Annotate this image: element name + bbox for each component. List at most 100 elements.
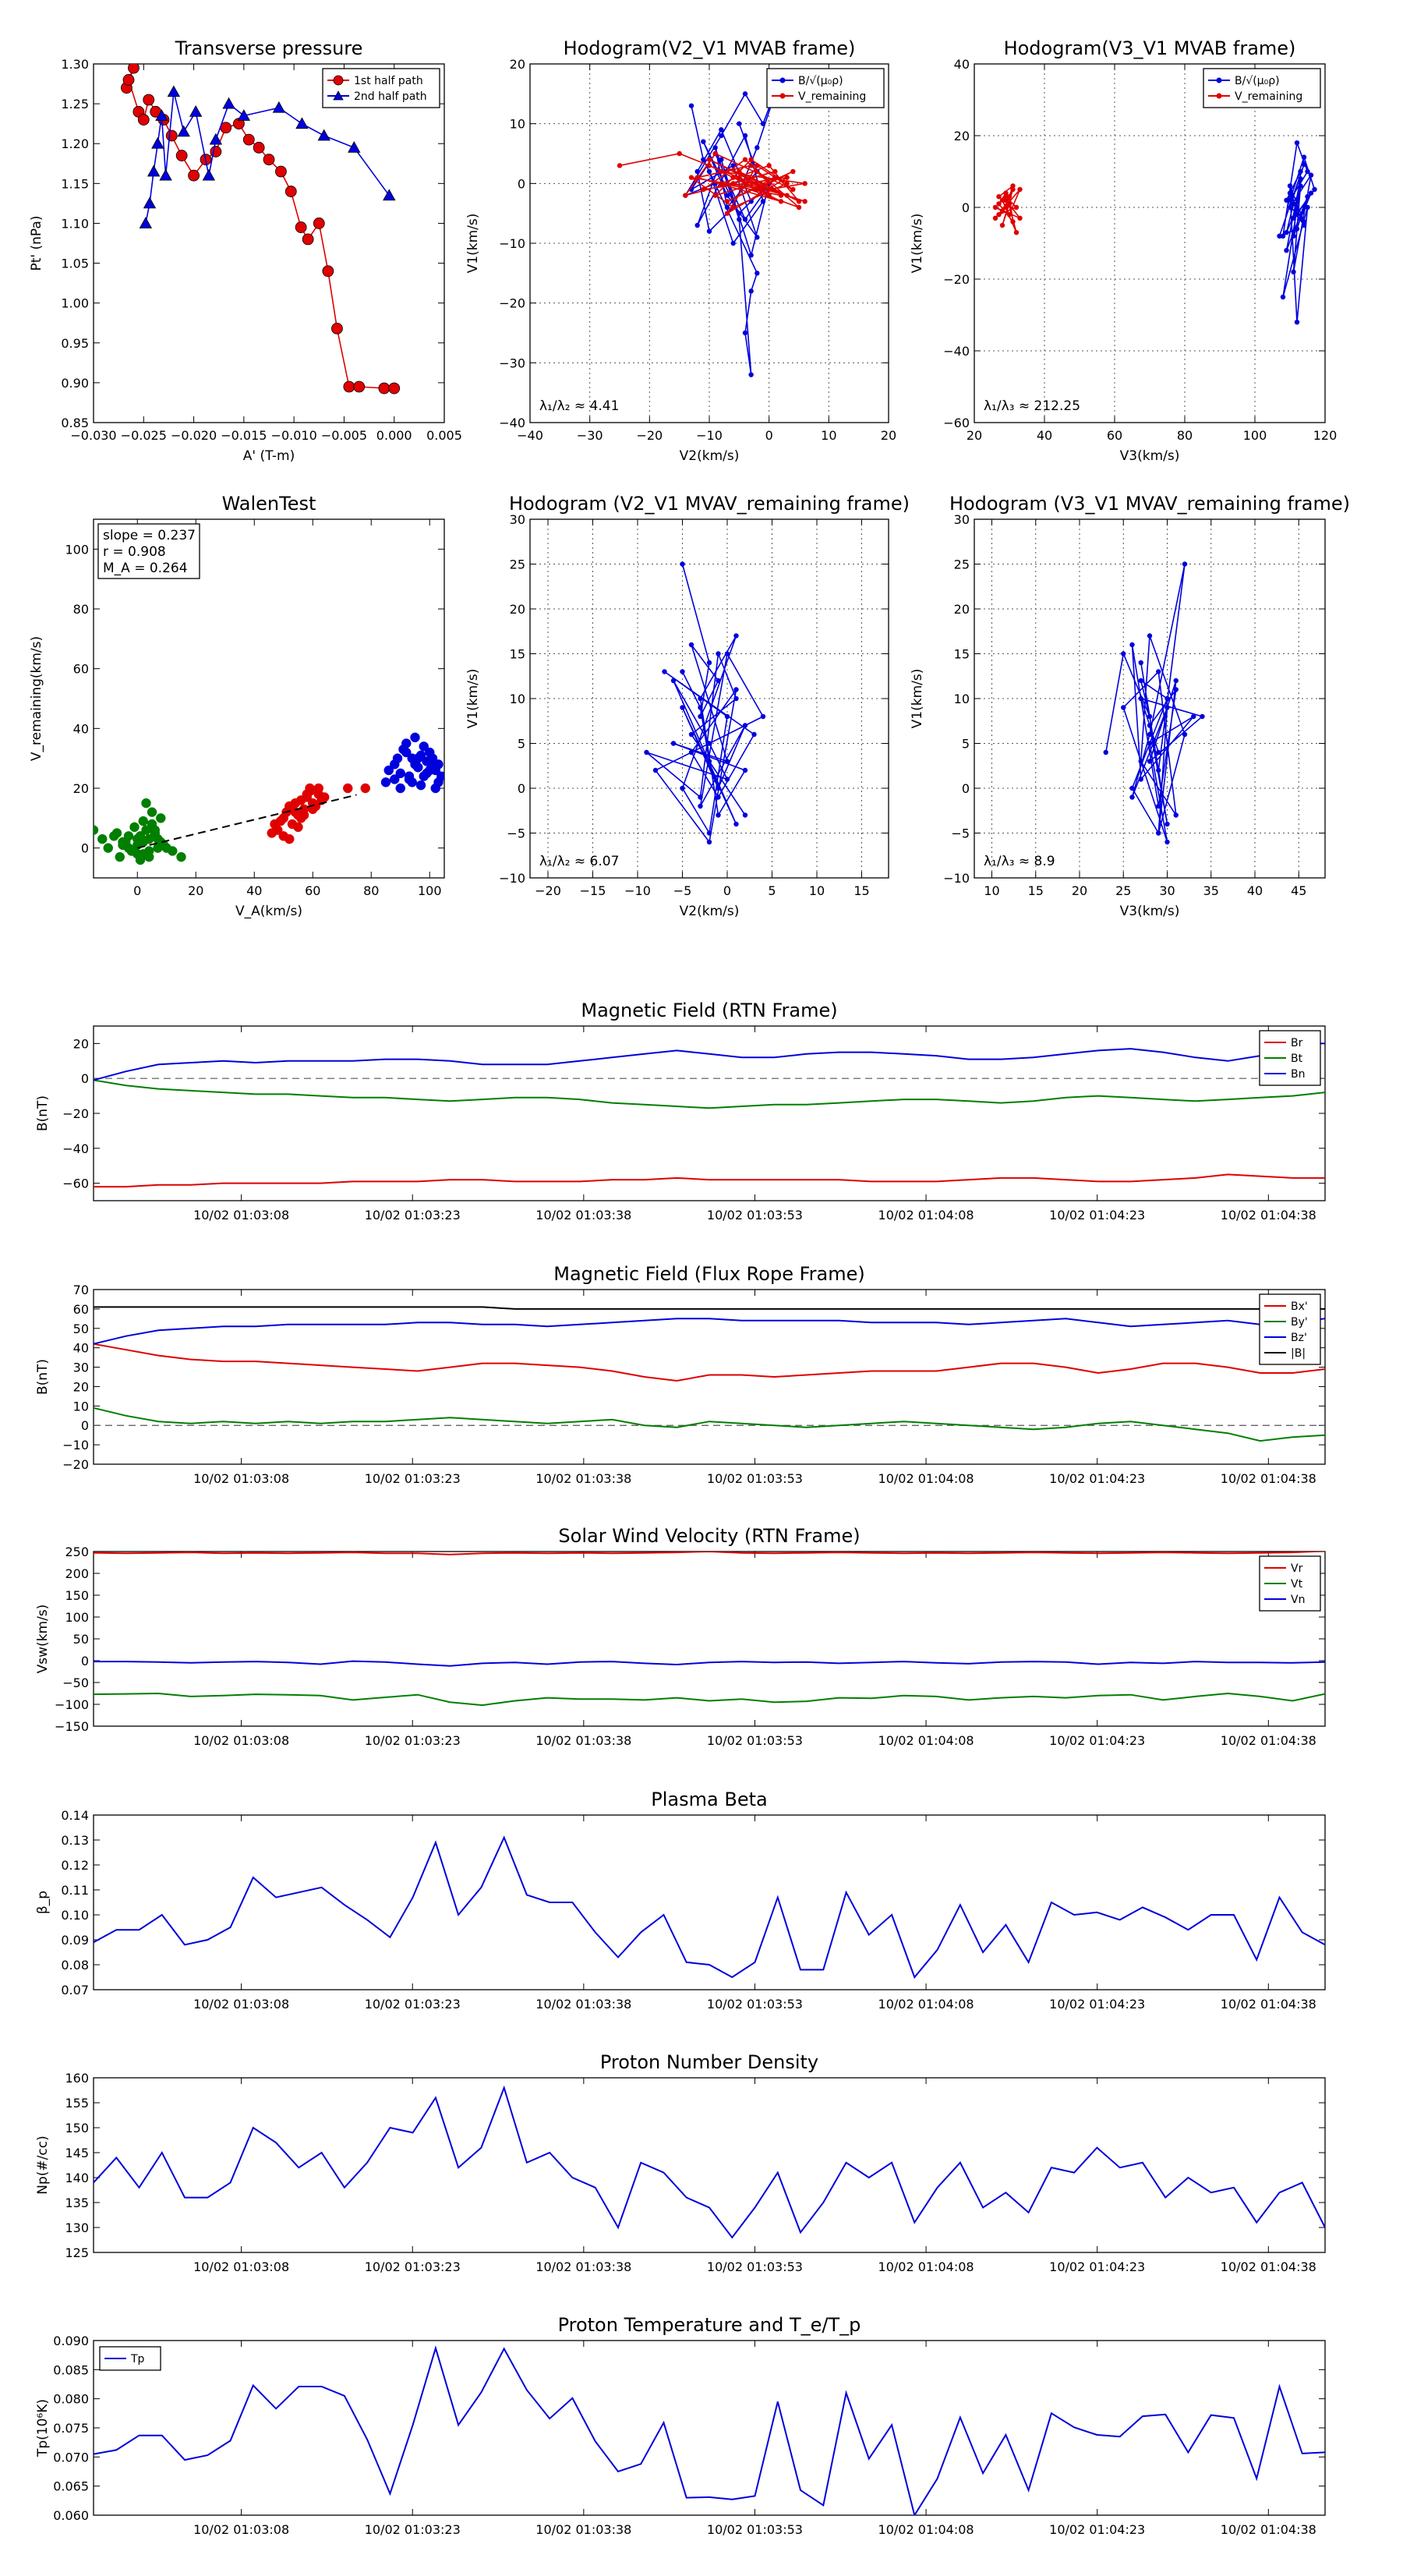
y-tick-label: −60 — [943, 416, 970, 430]
data-point — [1200, 713, 1205, 720]
data-point — [784, 193, 790, 198]
h4-title: Hodogram (V3_V1 MVAV_remaining frame) — [949, 493, 1350, 515]
x-tick-label: 20 — [188, 883, 203, 898]
data-point — [778, 193, 784, 198]
data-point — [305, 783, 315, 794]
data-point — [1129, 785, 1135, 791]
walen-xlabel: V_A(km/s) — [235, 904, 302, 919]
data-point — [730, 240, 736, 246]
x-tick-label: 10 — [984, 883, 999, 898]
h4-ylabel: V1(km/s) — [910, 669, 925, 729]
legend-label: By' — [1291, 1316, 1308, 1329]
y-tick-label: 1.20 — [61, 136, 89, 151]
data-point — [343, 783, 353, 794]
data-point — [680, 705, 685, 710]
y-tick-label: −10 — [499, 236, 525, 251]
data-point — [724, 204, 730, 211]
data-point — [1301, 161, 1307, 167]
y-tick-label: 0 — [962, 200, 970, 215]
data-point — [1301, 154, 1307, 160]
h2-frame — [974, 63, 1326, 423]
data-point — [701, 139, 706, 144]
data-point — [419, 771, 429, 781]
np-panel: Proton Number Density 125 130 135 140 145 150 1… — [35, 2051, 1326, 2274]
y-tick-label: 0.090 — [53, 2334, 89, 2348]
h1-annotation: λ₁/λ₂ ≈ 4.41 — [539, 398, 619, 414]
data-point — [1301, 219, 1307, 225]
data-point — [755, 271, 760, 276]
x-tick-label: −5 — [673, 883, 692, 898]
x-tick-label: 10/02 01:03:23 — [365, 1208, 461, 1223]
data-point — [698, 705, 703, 710]
y-tick-label: 80 — [73, 602, 89, 617]
data-point — [1312, 186, 1317, 193]
data-point — [772, 175, 778, 180]
x-tick-label: 10/02 01:03:23 — [365, 1997, 461, 2012]
mag_rtn-series-0 — [94, 1173, 1325, 1188]
data-point — [322, 265, 334, 278]
data-point — [716, 812, 721, 818]
data-point — [1010, 183, 1016, 189]
data-point — [996, 212, 1002, 218]
data-point — [1129, 642, 1135, 648]
y-tick-label: −20 — [62, 1457, 89, 1472]
x-tick-label: 10/02 01:03:38 — [535, 1733, 631, 1748]
x-tick-label: 10/02 01:03:53 — [707, 1733, 803, 1748]
data-point — [688, 175, 694, 180]
y-tick-label: 0.065 — [53, 2479, 89, 2494]
data-point — [1164, 839, 1170, 845]
y-tick-label: 130 — [65, 2220, 89, 2235]
data-point — [742, 91, 748, 97]
x-tick-label: 10/02 01:03:08 — [193, 1997, 289, 2012]
legend-label: V_remaining — [798, 90, 866, 103]
data-point — [1129, 794, 1135, 800]
data-point — [742, 330, 748, 336]
mag_rtn-series-line — [94, 1173, 1325, 1188]
walen-series-1 — [267, 783, 370, 844]
y-tick-label: 30 — [73, 1361, 89, 1375]
data-point — [410, 732, 420, 743]
data-point — [1308, 172, 1314, 178]
y-tick-label: 0 — [81, 1071, 89, 1086]
y-tick-label: 0.11 — [61, 1883, 89, 1898]
tp-legend: 1st half path 2nd half path — [322, 68, 440, 108]
data-point — [1006, 201, 1012, 207]
y-tick-label: −40 — [499, 416, 525, 430]
y-tick-label: 5 — [518, 737, 525, 752]
data-point — [413, 753, 423, 763]
tp_temp-plot-area — [94, 2345, 1325, 2515]
x-tick-label: 60 — [305, 883, 320, 898]
mag_fr-series-line — [94, 1306, 1325, 1310]
data-point — [719, 157, 724, 162]
data-point — [733, 821, 739, 827]
data-point — [748, 372, 754, 377]
data-point — [115, 851, 125, 862]
h2-plot-area — [992, 140, 1317, 325]
data-point — [755, 235, 760, 240]
y-tick-label: 0.14 — [61, 1808, 89, 1823]
y-tick-label: 100 — [65, 1610, 89, 1625]
data-point — [138, 837, 148, 847]
data-point — [742, 133, 748, 139]
mag_fr-ylabel: B(nT) — [35, 1359, 51, 1395]
data-point — [295, 221, 307, 233]
mag_rtn-frame — [93, 1025, 1326, 1201]
x-tick-label: 10 — [821, 428, 836, 443]
beta-series-line — [94, 1835, 1325, 1979]
y-tick-label: 50 — [73, 1632, 89, 1647]
y-tick-label: 60 — [73, 662, 89, 677]
data-point — [1003, 197, 1009, 203]
data-point — [644, 749, 649, 755]
data-point — [1164, 695, 1170, 702]
data-point — [1294, 212, 1300, 218]
y-tick-label: 50 — [73, 1322, 89, 1336]
data-point — [237, 109, 251, 121]
x-tick-label: 10/02 01:04:23 — [1049, 1471, 1145, 1486]
legend-box — [766, 68, 885, 108]
data-point — [1173, 678, 1179, 684]
data-point — [796, 204, 802, 211]
x-tick-label: −30 — [577, 428, 603, 443]
legend-label: Bz' — [1291, 1332, 1307, 1344]
data-point — [802, 199, 808, 204]
data-point — [742, 723, 748, 728]
